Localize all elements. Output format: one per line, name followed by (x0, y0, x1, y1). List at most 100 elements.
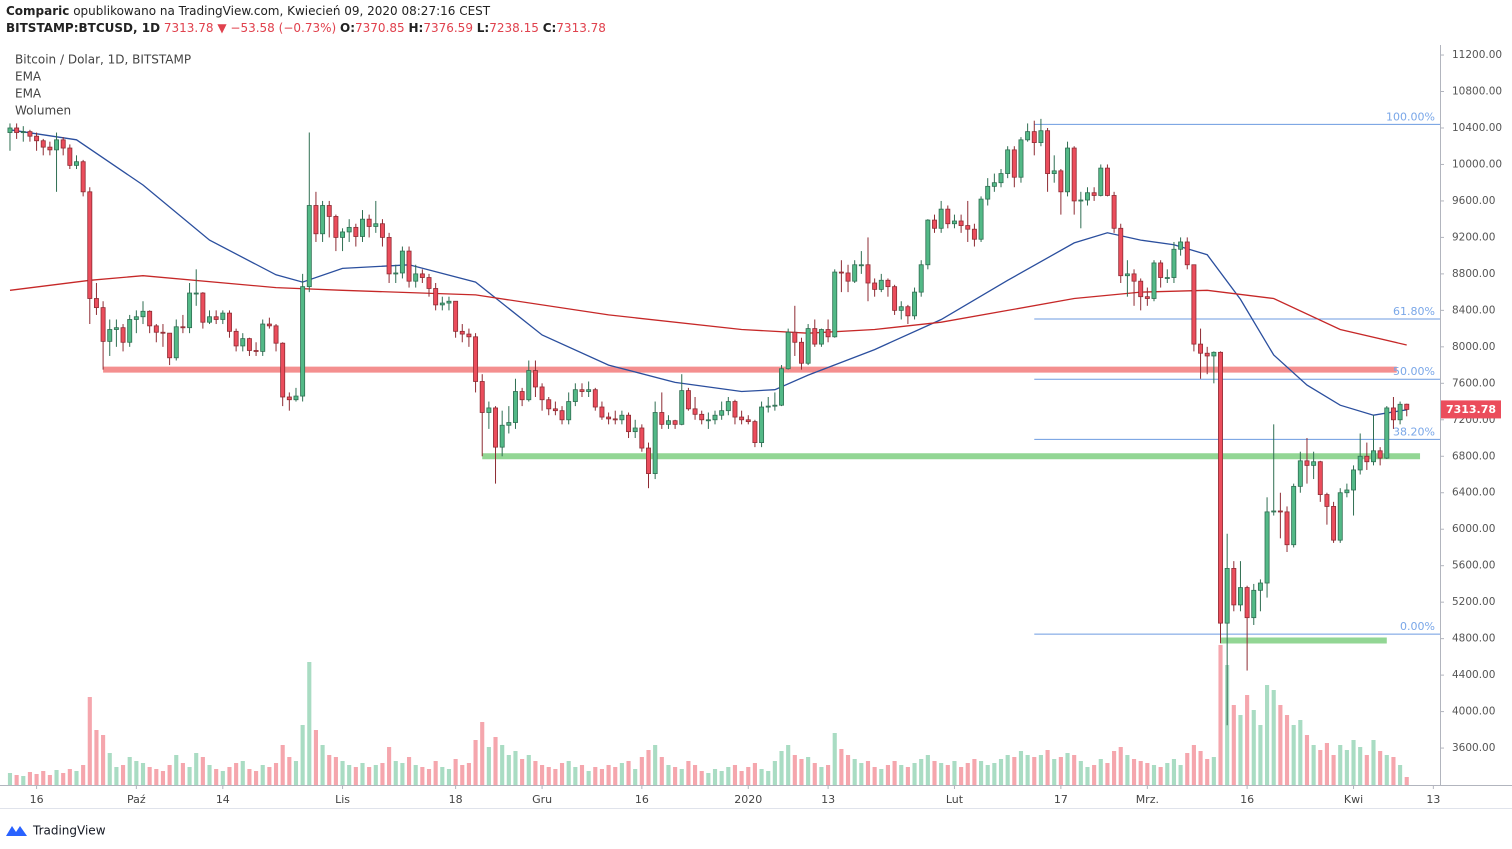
candle-body (799, 341, 804, 364)
change-symbol: ▼ (217, 21, 227, 35)
volume-bar (347, 765, 352, 785)
candle-body (246, 338, 252, 351)
candle-body (519, 391, 525, 401)
x-tick-label: 13 (1426, 793, 1440, 806)
volume-bar (107, 753, 112, 785)
candle-body (34, 135, 40, 142)
volume-bar (413, 765, 418, 785)
candle-body (705, 419, 711, 422)
volume-bar (406, 757, 412, 785)
candle-body (300, 286, 306, 397)
volume-bar (799, 759, 804, 785)
candle-body (865, 264, 871, 284)
candle-body (74, 161, 79, 166)
candle-body (566, 401, 572, 421)
volume-bar (706, 773, 711, 785)
volume-bar (154, 769, 159, 785)
candle-body (453, 300, 459, 332)
open-label: O: (340, 21, 356, 35)
volume-bar (74, 771, 79, 785)
candle-body (1377, 450, 1383, 459)
candle-body (147, 310, 153, 327)
volume-bar (486, 747, 491, 785)
volume-bar (1052, 759, 1057, 785)
quote-line: BITSTAMP:BTCUSD, 1D 7313.78 ▼ −53.58 (−0… (6, 21, 606, 35)
volume-bar (832, 733, 837, 785)
candle-body (113, 327, 119, 330)
candle-body (486, 407, 492, 413)
candle-body (845, 272, 851, 282)
volume-bar (453, 759, 458, 785)
volume-bar (1145, 763, 1150, 785)
volume-bar (972, 759, 977, 785)
candle-body (1224, 568, 1230, 624)
volume-bar (606, 765, 611, 785)
candle-body (233, 330, 239, 347)
volume-bar (320, 745, 325, 785)
volume-bar (134, 761, 139, 785)
candle-body (193, 292, 199, 295)
volume-bar (254, 771, 259, 785)
y-tick-label: 4800.00 (1452, 633, 1495, 645)
volume-bar (845, 755, 851, 785)
volume-bar (1291, 725, 1296, 785)
candle-body (759, 406, 765, 443)
volume-bar (333, 757, 338, 785)
volume-bar (167, 765, 172, 785)
volume-bar (120, 765, 126, 785)
candle-body (1104, 167, 1110, 196)
candle-body (80, 161, 86, 193)
volume-bar (1012, 757, 1017, 785)
candle-body (133, 316, 139, 320)
candle-body (386, 237, 392, 275)
candle-body (54, 139, 59, 151)
volume-bar (293, 761, 299, 785)
candle-body (1164, 277, 1170, 279)
volume-bar (194, 753, 199, 785)
y-tick-label: 4000.00 (1452, 706, 1495, 718)
volume-bar (300, 725, 305, 785)
volume-bar (54, 770, 59, 785)
low-label: L: (476, 21, 490, 35)
volume-bar (466, 763, 471, 785)
candle-body (227, 312, 232, 332)
candle-body (1051, 170, 1057, 174)
candle-body (692, 408, 698, 415)
fib-label: 100.00% (1386, 110, 1435, 123)
volume-bar (586, 771, 591, 785)
volume-bar (67, 769, 72, 785)
candle-body (805, 328, 811, 364)
volume-bar (1358, 747, 1363, 785)
candle-body (971, 228, 977, 240)
volume-bar (1231, 705, 1236, 785)
volume-bar (533, 761, 538, 785)
candle-body (1284, 511, 1290, 546)
x-tick-label: 16 (635, 793, 649, 806)
y-tick-label: 6800.00 (1452, 450, 1495, 462)
candle-body (439, 302, 445, 306)
candle-body (772, 404, 778, 407)
volume-bar (998, 759, 1004, 785)
candle-body (1038, 130, 1044, 143)
volume-bar (1178, 765, 1183, 785)
volume-bar (899, 765, 904, 785)
candle-body (699, 413, 705, 421)
candle-body (586, 389, 592, 392)
x-tick-label: 17 (1054, 793, 1068, 806)
candle-body (393, 272, 399, 275)
published: opublikowano na TradingView.com, Kwiecie… (73, 4, 491, 18)
volume-bar (353, 767, 358, 785)
candle-body (333, 216, 339, 238)
candle-body (592, 389, 598, 408)
candle-body (320, 205, 326, 235)
volume-bar (526, 755, 531, 785)
candle-body (938, 208, 944, 229)
volume-bar (579, 765, 585, 785)
change: −53.58 (230, 21, 275, 35)
volume-bar (1331, 755, 1336, 785)
volume-bar (712, 769, 718, 785)
volume-bar (779, 751, 784, 785)
volume-bar (1218, 645, 1223, 785)
volume-bar (819, 767, 824, 785)
